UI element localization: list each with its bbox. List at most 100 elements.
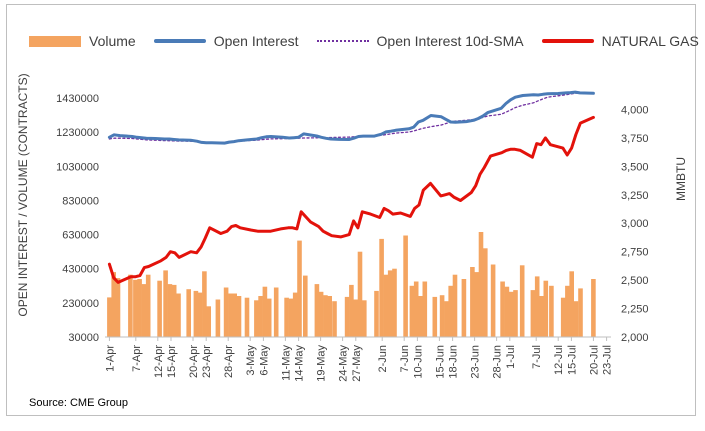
volume-bar [508, 291, 514, 337]
y2-tick-label: 2,500 [621, 275, 649, 287]
volume-bar [128, 274, 133, 337]
volume-bar [362, 300, 367, 337]
volume-bar [444, 301, 449, 337]
volume-bar [392, 268, 397, 337]
axes: 30000 230000 430000 630000 830000 1030000 1230… [56, 93, 648, 382]
volume-bar [452, 274, 458, 337]
x-tick-label: 12-Apr [153, 345, 165, 378]
volume-bar [569, 271, 574, 337]
x-tick-label: 15-Jul [566, 345, 578, 375]
y-tick-label: 1030000 [56, 161, 99, 173]
x-tick-label: 20-Jul [588, 345, 600, 375]
volume-bar [215, 299, 221, 337]
y2-tick-label: 3,750 [621, 133, 649, 145]
chart-svg: 30000 230000 430000 630000 830000 1030000 1230… [16, 73, 688, 382]
volume-bar [284, 297, 289, 337]
volume-bar [232, 293, 237, 337]
y-axis-title: OPEN INTEREST / VOLUME (CONTRACTS) [16, 73, 30, 316]
legend-gas: NATURAL GAS [541, 33, 699, 49]
legend-volume-label: Volume [89, 33, 136, 49]
volume-bar [176, 293, 181, 337]
legend-gas-label: NATURAL GAS [601, 33, 699, 49]
volume-bar [262, 286, 268, 337]
volume-bar [314, 284, 320, 337]
x-tick-label: 20-Apr [188, 345, 200, 378]
volume-bar [303, 275, 308, 337]
y-tick-label: 630000 [62, 230, 99, 242]
volume-bar [539, 296, 544, 337]
x-tick-label: 28-Apr [223, 345, 235, 378]
x-tick-label: 1-Apr [104, 345, 116, 372]
volume-bar [474, 272, 479, 337]
y2-tick-label: 3,250 [621, 190, 649, 202]
volume-bar [244, 297, 250, 337]
volume-bars [107, 232, 596, 337]
y2-tick-label: 2,000 [621, 332, 649, 344]
volume-bar [403, 235, 408, 337]
legend-volume-swatch [29, 35, 81, 47]
volume-bar [490, 264, 496, 337]
volume-bar [413, 281, 419, 337]
x-tick-label: 6-May [258, 345, 270, 376]
volume-bar [591, 279, 596, 337]
x-tick-label: 15-Jun [434, 345, 446, 379]
volume-bar [374, 290, 379, 337]
x-tick-label: 3-May [245, 345, 257, 376]
y-tick-label: 430000 [62, 264, 99, 276]
x-tick-label: 23-Apr [201, 345, 213, 378]
volume-bar [353, 299, 358, 337]
volume-bar [133, 279, 138, 337]
volume-bar [167, 284, 173, 337]
x-tick-label: 24-May [338, 345, 350, 382]
volume-bar [115, 278, 121, 337]
volume-bar [186, 289, 191, 337]
volume-bar [483, 248, 488, 337]
volume-bar [171, 284, 177, 337]
volume-bar [383, 274, 389, 337]
x-tick-label: 28-Jun [492, 345, 504, 379]
y2-tick-label: 2,750 [621, 247, 649, 259]
volume-bar [266, 298, 272, 337]
volume-bar [332, 301, 337, 337]
volume-bar [565, 285, 570, 337]
volume-bar [387, 270, 393, 337]
legend-sma-swatch [316, 40, 369, 42]
y-tick-label: 830000 [62, 196, 99, 208]
volume-bar [543, 280, 549, 337]
volume-bar [560, 297, 566, 337]
volume-bar [432, 296, 438, 337]
volume-bar [422, 281, 428, 337]
x-tick-label: 23-Jul [602, 345, 614, 375]
legend-open-interest-swatch [153, 39, 206, 43]
volume-bar [145, 274, 151, 337]
volume-bar [292, 292, 298, 337]
x-tick-label: 19-May [316, 345, 328, 382]
x-tick-label: 23-Jun [470, 345, 482, 379]
volume-bar [448, 285, 453, 337]
y-tick-label: 30000 [68, 332, 99, 344]
volume-bar [357, 251, 363, 337]
volume-bar [504, 286, 510, 337]
volume-bar [323, 295, 328, 337]
volume-bar [223, 287, 229, 337]
open-interest-line [107, 90, 595, 145]
volume-bar [534, 276, 540, 337]
y2-axis-title: MMBTU [674, 157, 688, 201]
x-tick-label: 14-May [294, 345, 306, 382]
volume-bar [157, 280, 162, 337]
x-tick-label: 7-Jun [399, 345, 411, 373]
volume-bar [163, 270, 168, 337]
volume-bar [318, 291, 324, 337]
volume-bar [478, 232, 484, 337]
volume-bar [236, 296, 242, 337]
volume-bar [111, 272, 116, 337]
y2-tick-label: 2,250 [621, 304, 649, 316]
volume-bar [327, 296, 332, 337]
x-tick-label: 18-Jun [448, 345, 460, 379]
y-tick-label: 1230000 [56, 127, 99, 139]
volume-bar [519, 265, 525, 337]
volume-bar [573, 301, 579, 337]
volume-bar [297, 240, 302, 337]
legend: Volume Open Interest Open Interest 10d-S… [29, 31, 705, 51]
volume-bar [578, 288, 583, 337]
